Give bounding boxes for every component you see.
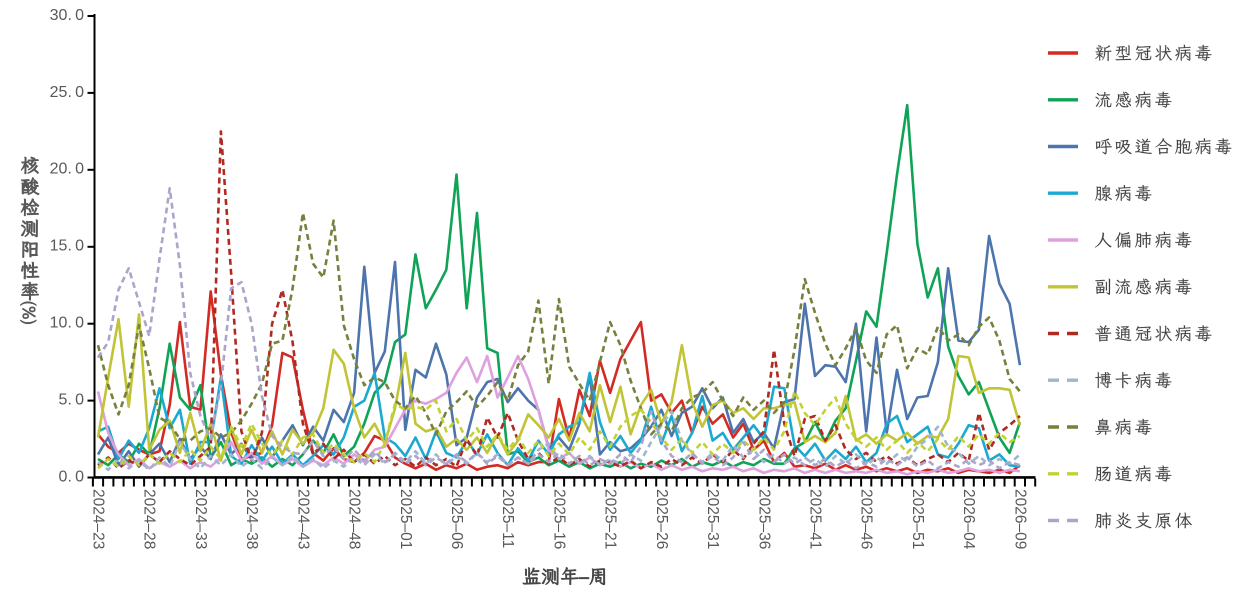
svg-text:2024–38: 2024–38	[243, 489, 260, 549]
svg-text:2024–23: 2024–23	[90, 489, 107, 549]
svg-text:10. 0: 10. 0	[50, 315, 84, 332]
svg-text:2025–36: 2025–36	[755, 489, 772, 549]
svg-text:20. 0: 20. 0	[50, 161, 84, 178]
svg-text:0. 0: 0. 0	[59, 468, 85, 485]
svg-text:2026–04: 2026–04	[960, 489, 977, 550]
svg-text:2025–16: 2025–16	[550, 489, 567, 549]
svg-text:2025–31: 2025–31	[704, 489, 721, 549]
svg-text:15. 0: 15. 0	[50, 238, 84, 255]
svg-text:2024–33: 2024–33	[192, 489, 209, 549]
svg-text:2026–09: 2026–09	[1011, 489, 1028, 549]
svg-text:2025–41: 2025–41	[807, 489, 824, 549]
svg-text:2024–43: 2024–43	[294, 489, 311, 549]
svg-text:2024–48: 2024–48	[346, 489, 363, 549]
svg-text:2025–01: 2025–01	[397, 489, 414, 549]
svg-text:5. 0: 5. 0	[59, 392, 85, 409]
svg-text:25. 0: 25. 0	[50, 84, 84, 101]
svg-text:2025–51: 2025–51	[909, 489, 926, 549]
svg-text:2024–28: 2024–28	[141, 489, 158, 549]
svg-text:2025–06: 2025–06	[448, 489, 465, 549]
svg-text:2025–11: 2025–11	[499, 489, 516, 548]
svg-text:2025–26: 2025–26	[653, 489, 670, 549]
svg-text:2025–46: 2025–46	[858, 489, 875, 549]
svg-text:2025–21: 2025–21	[602, 489, 619, 549]
svg-text:30. 0: 30. 0	[50, 7, 84, 24]
